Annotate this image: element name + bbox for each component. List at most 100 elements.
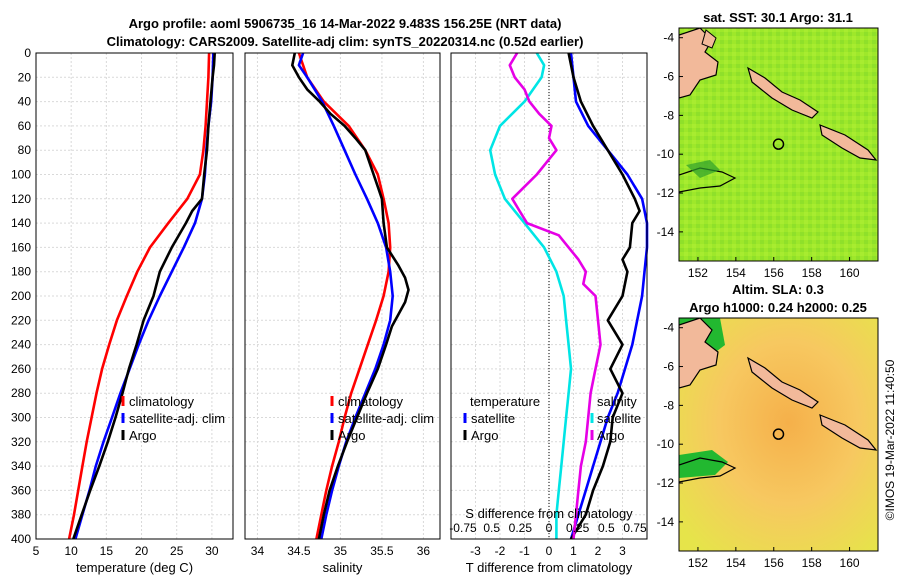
series-line [569,52,649,540]
x-tick-label: 15 [100,544,114,558]
legend-label: climatology [338,394,404,409]
map-x-tick-label: 152 [688,556,708,570]
x-tick-label: 2 [595,544,602,558]
top-tick-label: 0.25 [509,521,533,535]
y-tick-label: 160 [11,240,31,254]
x-tick-label: 25 [170,544,184,558]
plot-frame [244,52,441,540]
x-tick-label: 1 [570,544,577,558]
series-line [290,52,410,540]
difference-profile-chart: -3 -2 -1 0 1 2 3 T difference from climatology t… [449,52,649,575]
map-x-tick-label: 160 [840,556,860,570]
x-axis-label: temperature (deg C) [76,560,193,575]
legend-title-salinity: salinity [597,394,637,409]
title-line-2: Climatology: CARS2009. Satellite-adj cli… [107,34,584,49]
imos-timestamp: ©IMOS 19-Mar-2022 11:40:50 [883,359,897,520]
map-y-tick-label: -8 [663,398,674,412]
top-tick-label: -0.75 [449,521,477,535]
legend-label: satellite-adj. clim [129,411,225,426]
x-tick-label: 35.5 [370,544,394,558]
y-tick-label: 260 [11,362,31,376]
x-tick-label: -3 [470,544,481,558]
series-line [67,52,211,540]
map-x-tick-label: 152 [688,266,708,280]
y-tick-label: 340 [11,459,31,473]
plot-frame [450,52,648,540]
x-tick-label: 35 [334,544,348,558]
title-line-1: Argo profile: aoml 5906735_16 14-Mar-202… [129,16,562,31]
map-y-tick-label: -10 [657,437,675,451]
y-tick-label: 80 [18,143,32,157]
map-y-tick-label: -8 [663,108,674,122]
y-tick-label: 180 [11,265,31,279]
legend-label: satellite [471,411,515,426]
y-tick-label: 120 [11,192,31,206]
series-line [508,52,602,540]
x-tick-label: 3 [619,544,626,558]
sst-map-title: sat. SST: 30.1 Argo: 31.1 [703,10,853,25]
legend-label: Argo [597,428,624,443]
y-tick-label: 280 [11,386,31,400]
island-small [701,29,717,49]
y-tick-label: 240 [11,338,31,352]
series-line [72,52,216,540]
legend-label: Argo [129,428,156,443]
x-axis-label-top: S difference from climatology [465,506,633,521]
x-tick-label: 34.5 [287,544,311,558]
legend-label: Argo [338,428,365,443]
map-x-tick-label: 156 [764,556,784,570]
green-patch [686,160,720,178]
top-tick-label: 0.75 [623,521,647,535]
solomon-islands-south [819,124,878,161]
top-tick-label: 0.5 [483,521,500,535]
top-tick-label: 0.25 [566,521,590,535]
legend-title-temperature: temperature [470,394,540,409]
solomon-islands-land-2 [747,356,819,409]
sla-map-title-2: Argo h1000: 0.24 h2000: 0.25 [689,300,867,315]
legend-label: satellite [597,411,641,426]
x-tick-label: 30 [205,544,219,558]
y-tick-label: 40 [18,95,32,109]
x-axis-label: T difference from climatology [466,560,633,575]
sla-map-title-1: Altim. SLA: 0.3 [732,282,824,297]
map-y-tick-label: -14 [657,225,675,239]
map-y-tick-label: -12 [657,186,675,200]
salinity-profile-chart: 34 34.5 35 35.5 36 salinity climatology satelli… [244,52,441,575]
y-tick-label: 20 [18,70,32,84]
sst-map: sat. SST: 30.1 Argo: 31.1 152 154 156 158 16… [657,10,879,280]
map-y-tick-label: -10 [657,147,675,161]
series-line [488,52,573,539]
sst-map-frame [678,27,879,262]
legend-label: Argo [471,428,498,443]
map-x-tick-label: 154 [726,266,746,280]
solomon-islands-south-2 [819,414,878,451]
y-tick-label: 200 [11,289,31,303]
y-tick-label: 100 [11,168,31,182]
coastline-south-2 [679,457,737,483]
legend-label: climatology [129,394,195,409]
legend-label: satellite-adj. clim [338,411,434,426]
series-line [567,52,641,540]
y-tick-label: 140 [11,216,31,230]
y-tick-label: 400 [11,532,31,546]
y-tick-label: 300 [11,411,31,425]
y-tick-label: 0 [24,46,31,60]
map-y-tick-label: -4 [663,321,674,335]
sla-argo-marker [772,428,785,440]
series-line [297,52,392,540]
top-tick-label: 0.5 [598,521,615,535]
sla-green-sw [679,450,728,478]
map-y-tick-label: -12 [657,476,675,490]
map-x-tick-label: 158 [802,556,822,570]
map-x-tick-label: 156 [764,266,784,280]
sst-argo-marker [772,138,785,150]
y-tick-label: 360 [11,483,31,497]
y-tick-label: 380 [11,508,31,522]
x-tick-label: 20 [135,544,149,558]
x-tick-label: 5 [33,544,40,558]
map-y-tick-label: -4 [663,31,674,45]
y-tick-label: 320 [11,435,31,449]
x-tick-label: 36 [417,544,431,558]
x-tick-label: 10 [64,544,78,558]
